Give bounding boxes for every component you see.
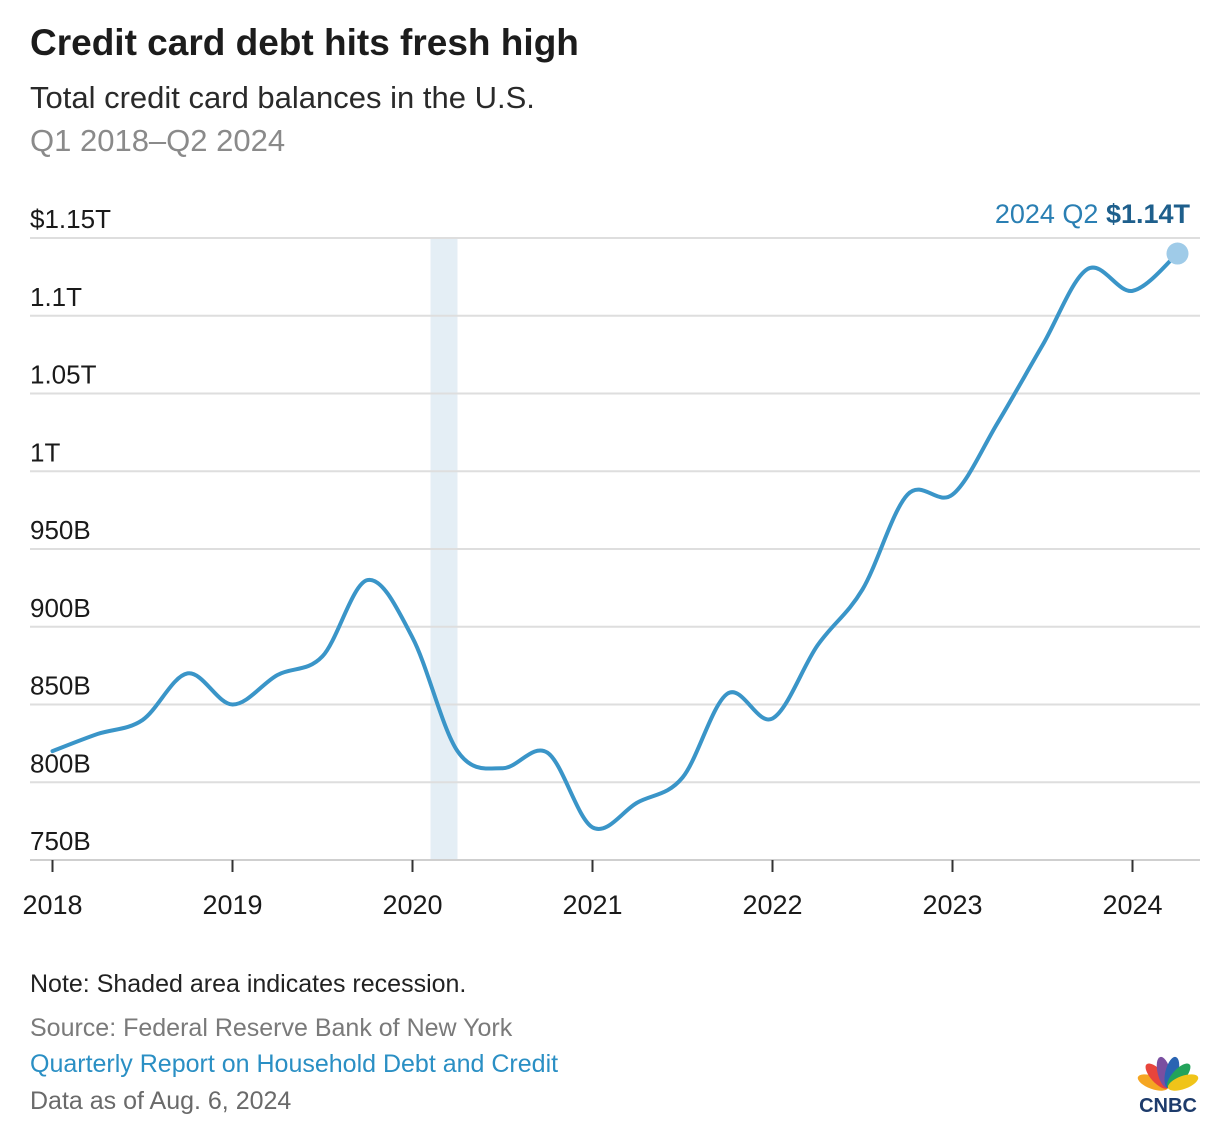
y-tick-label: 1T <box>30 437 60 467</box>
cnbc-logo: CNBC <box>1130 1050 1206 1117</box>
y-tick-label: 1.1T <box>30 282 82 312</box>
x-tick-label: 2018 <box>22 890 82 920</box>
logo-petal <box>1167 1074 1199 1091</box>
chart-period: Q1 2018–Q2 2024 <box>30 123 286 158</box>
y-tick-label: 900B <box>30 593 91 623</box>
y-tick-label: $1.15T <box>30 204 111 234</box>
x-tick-label: 2021 <box>562 890 622 920</box>
y-tick-label: 950B <box>30 515 91 545</box>
annotation-value: $1.14T <box>1106 199 1191 229</box>
x-tick-label: 2023 <box>922 890 982 920</box>
annotation-label: 2024 Q2 <box>995 199 1106 229</box>
y-tick-label: 850B <box>30 671 91 701</box>
data-as-of: Data as of Aug. 6, 2024 <box>30 1087 292 1115</box>
chart-source: Source: Federal Reserve Bank of New York <box>30 1014 513 1042</box>
report-link[interactable]: Quarterly Report on Household Debt and C… <box>30 1050 559 1078</box>
chart-subtitle: Total credit card balances in the U.S. <box>30 80 535 115</box>
x-tick-label: 2024 <box>1102 890 1162 920</box>
line-chart: 750B 800B 850B 900B 950B 1T 1.05T 1.1T $1.15T 201… <box>22 199 1200 920</box>
y-tick-label: 750B <box>30 826 91 856</box>
x-tick-label: 2019 <box>202 890 262 920</box>
y-tick-label: 800B <box>30 748 91 778</box>
x-tick-label: 2020 <box>382 890 442 920</box>
series-line <box>50 251 1180 831</box>
peacock-icon: CNBC <box>1137 1056 1199 1117</box>
chart-note: Note: Shaded area indicates recession. <box>30 970 467 998</box>
x-tick-label: 2022 <box>742 890 802 920</box>
chart-title: Credit card debt hits fresh high <box>30 22 579 63</box>
y-tick-label: 1.05T <box>30 360 97 390</box>
latest-value-annotation: 2024 Q2 $1.14T <box>995 199 1191 229</box>
logo-wordmark: CNBC <box>1139 1095 1197 1116</box>
latest-point <box>1166 242 1189 265</box>
